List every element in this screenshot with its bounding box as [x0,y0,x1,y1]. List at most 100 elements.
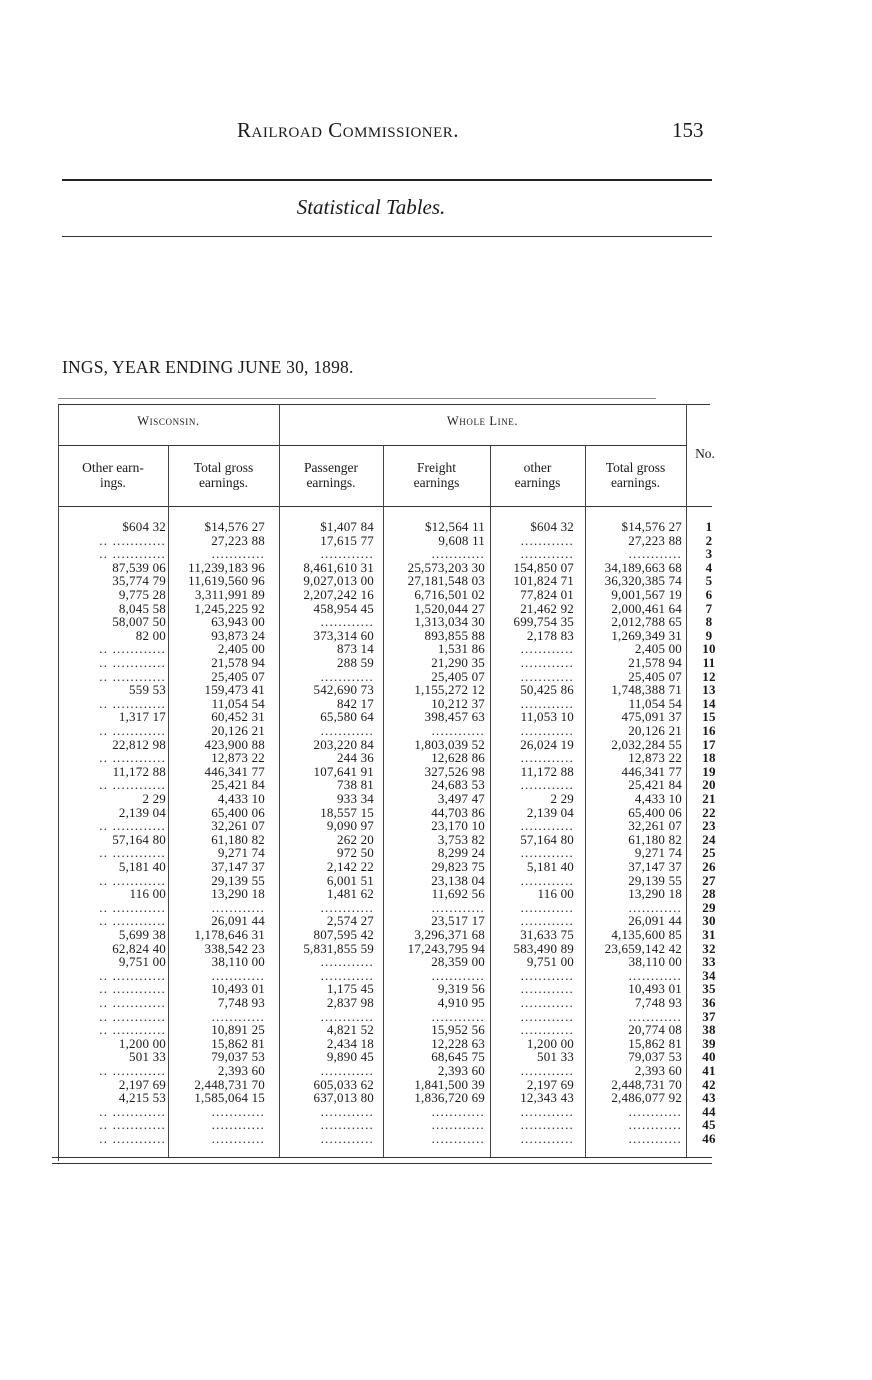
cell-other: 11,172 88 [520,763,574,779]
table-row: .. ............ 20,126 21................… [58,724,718,738]
cell-other-earnings: 4,215 53 [118,1090,166,1106]
cell-row-number: 24 [702,831,716,847]
col-header-total-gross: Total gross earnings. [193,460,254,490]
cell-passenger: 542,690 73 [313,682,374,698]
cell-other: ............ [520,967,574,983]
cell-other: ............ [520,1022,574,1038]
cell-other-earnings: 5,181 40 [118,859,166,874]
cell-other: 9,751 00 [526,954,574,970]
cell-row-number: 40 [702,1049,716,1065]
cell-other-earnings: .. ............ [99,1131,166,1146]
cell-passenger: ............ [320,899,374,915]
cell-total-gross: 11,239,183 96 [188,559,265,575]
cell-total-gross: 3,311,991 89 [194,587,265,602]
cell-passenger: 2,142 22 [326,859,374,874]
table-row: 2,197 69 2,448,731 70 605,033 62 1,841,500 … [58,1077,718,1092]
table-row: .. ............ 25,421 84 738 81 24,683 53.… [58,778,718,792]
cell-total-gross: 423,900 88 [204,736,265,752]
cell-other-earnings: 57,164 80 [112,831,166,847]
cell-freight: 24,683 53 [431,777,485,793]
cell-freight: $12,564 11 [424,519,485,534]
cell-freight: ............ [431,1117,485,1133]
table-row: .. ............ 27,223 88 17,615 77 9,608 1… [58,532,718,548]
cell-passenger: 203,220 84 [313,736,374,752]
cell-total-gross-whole: 25,421 84 [628,777,682,793]
cell-freight: 3,296,371 68 [414,927,485,942]
cell-other: 2,139 04 [526,804,574,820]
cell-freight: 8,299 24 [437,845,485,861]
cell-total-gross: 1,585,064 15 [194,1090,265,1106]
group-whole-line: Whole Line. [446,414,519,428]
table-row: $604 32 $14,576 27 $1,407 84 $12,564 11 $604… [58,520,718,534]
cell-other-earnings: .. ............ [99,723,166,738]
cell-other-earnings: 2,197 69 [118,1076,166,1092]
cell-total-gross-whole: 2,486,077 92 [611,1090,682,1106]
table-row: 11,172 88 446,341 77 107,641 91 327,526 98 1… [58,765,718,779]
cell-freight: 1,155,272 12 [414,682,485,698]
cell-total-gross-whole: 25,405 07 [628,668,682,684]
cell-row-number: 8 [705,614,713,630]
cell-passenger: 262 20 [337,831,374,847]
cell-freight: 23,517 17 [431,913,485,929]
cell-freight: 1,836,720 69 [414,1090,485,1106]
cell-row-number: 3 [705,546,713,562]
cell-other: ............ [520,899,574,915]
cell-passenger: 637,013 80 [313,1090,374,1106]
page-number: 153 [672,118,704,142]
section-rule [62,236,712,237]
cell-freight: 21,290 35 [431,655,485,670]
cell-total-gross: 21,578 94 [211,655,265,670]
cell-passenger: 2,837 98 [326,995,374,1010]
cell-freight: 28,359 00 [431,954,485,970]
table-row: 9,751 00 38,110 00............ 28,359 00 9,… [58,955,718,969]
cell-other: ............ [520,655,574,670]
cell-total-gross: 2,393 60 [217,1063,265,1078]
cell-total-gross-whole: 20,774 08 [628,1022,682,1038]
table-row: 58,007 50 63,943 00............ 1,313,034 … [58,615,718,629]
cell-other-earnings: $604 32 [122,519,166,534]
cell-total-gross-whole: 11,054 54 [628,695,682,711]
cell-other-earnings: .. ............ [99,546,166,562]
cell-freight: 4,910 95 [437,995,485,1010]
cell-passenger: ............ [320,954,374,970]
cell-passenger: 244 36 [337,750,374,766]
cell-total-gross: ............ [211,899,265,915]
cell-passenger: 17,615 77 [320,532,374,548]
cell-other-earnings: 87,539 06 [112,559,166,575]
cell-total-gross-whole: 61,180 82 [628,831,682,847]
cell-passenger: 9,090 97 [326,818,374,834]
cell-total-gross-whole: ............ [628,967,682,983]
cell-row-number: 26 [702,859,716,874]
cell-other: 77,824 01 [520,587,574,602]
cell-other: ............ [520,668,574,684]
table-row: 116 00 13,290 18 1,481 62 11,692 56 116 00 13… [58,887,718,901]
cell-total-gross-whole: 4,433 10 [634,791,682,806]
cell-total-gross: 1,178,646 31 [194,927,265,942]
cell-other-earnings: .. ............ [99,967,166,983]
cell-other: 50,425 86 [520,682,574,698]
cell-passenger: ............ [320,668,374,684]
cell-other: 26,024 19 [520,736,574,752]
cell-total-gross: 13,290 18 [211,886,265,902]
section-title: Statistical Tables. [296,195,446,219]
cell-passenger: ............ [320,1117,374,1133]
cell-passenger: 1,481 62 [326,886,374,902]
table-top-rule [58,404,710,405]
group-wisconsin: Wisconsin. [137,414,200,428]
cell-passenger: 807,595 42 [313,927,374,942]
cell-other: $604 32 [530,519,574,534]
cell-passenger: 2,207,242 16 [303,587,374,602]
cell-row-number: 31 [702,927,716,942]
cell-other-earnings: 58,007 50 [112,614,166,630]
col-divider [490,445,491,1157]
cell-total-gross-whole: 1,748,388 71 [611,682,682,698]
col-header-total-gross-whole: Total gross earnings. [605,460,666,490]
cell-total-gross: 20,126 21 [211,723,265,738]
cell-total-gross-whole: 446,341 77 [621,763,682,779]
cell-other: 57,164 80 [520,831,574,847]
table-row: .. ............ 26,091 44 2,574 27 23,517 1… [58,914,718,928]
cell-total-gross: 12,873 22 [211,750,265,766]
cell-freight: 893,855 88 [424,627,485,643]
cell-row-number: 32 [702,940,716,956]
cell-other: ............ [520,641,574,657]
